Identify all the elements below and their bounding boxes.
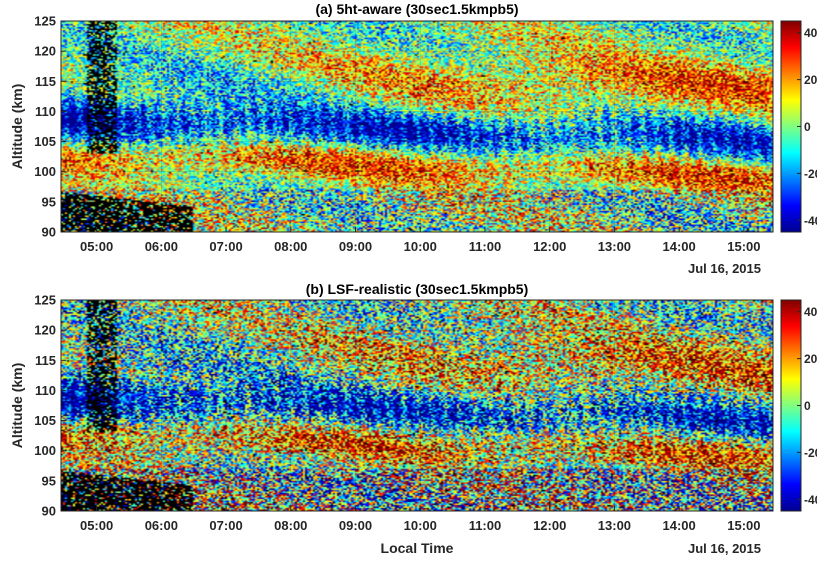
y-tick-label: 105: [34, 413, 56, 428]
colorbar-tick-label: -20: [804, 167, 817, 181]
y-tick-label: 90: [42, 504, 56, 519]
x-tick-label: 11:00: [469, 518, 502, 533]
x-tick-label: 08:00: [274, 239, 307, 254]
x-tick-label: 11:00: [469, 239, 502, 254]
x-tick-label: 12:00: [533, 518, 566, 533]
colorbar-tick-label: 0: [804, 399, 811, 413]
colorbar-tick-label: 0: [804, 120, 811, 134]
x-tick-label: 10:00: [404, 518, 437, 533]
x-tick-label: 14:00: [663, 239, 696, 254]
x-tick-label: 06:00: [145, 239, 178, 254]
x-tick-label: 07:00: [209, 518, 242, 533]
colorbar-tick-label: 40: [804, 26, 817, 40]
y-axis-label: Altitude (km): [9, 363, 25, 449]
y-tick-label: 105: [34, 134, 56, 149]
colorbar-tick-label: -40: [804, 493, 817, 507]
x-tick-label: 14:00: [663, 518, 696, 533]
x-tick-label: 07:00: [209, 239, 242, 254]
panel-a: (a) 5ht-aware (30sec1.5kmpb5) 05:00 06:00 0…: [9, 1, 817, 276]
heatmap-image: [61, 300, 773, 511]
colorbar-tick-label: 20: [804, 352, 817, 366]
x-tick-label: 09:00: [339, 518, 372, 533]
y-tick-label: 90: [42, 225, 56, 240]
heatmap-image: [61, 21, 773, 232]
chart-title: (a) 5ht-aware (30sec1.5kmpb5): [315, 1, 518, 17]
colorbar-tick-label: -20: [804, 446, 817, 460]
x-tick-label: 15:00: [727, 518, 760, 533]
y-tick-label: 95: [42, 194, 56, 209]
y-tick-label: 125: [34, 14, 56, 29]
x-tick-label: 08:00: [274, 518, 307, 533]
y-tick-label: 120: [34, 44, 56, 59]
y-tick-label: 95: [42, 473, 56, 488]
x-tick-label: 06:00: [145, 518, 178, 533]
panel-b: (b) LSF-realistic (30sec1.5kmpb5) 05:00 06…: [9, 281, 817, 556]
y-tick-label: 115: [35, 74, 56, 89]
y-tick-label: 110: [35, 383, 56, 398]
x-tick-label: 05:00: [80, 239, 113, 254]
x-tick-label: 13:00: [598, 518, 631, 533]
date-label: Jul 16, 2015: [688, 261, 761, 276]
y-tick-label: 125: [34, 293, 56, 308]
x-tick-label: 13:00: [598, 239, 631, 254]
chart-title: (b) LSF-realistic (30sec1.5kmpb5): [306, 281, 529, 297]
axes-box: [60, 299, 774, 512]
x-tick-label: 15:00: [727, 239, 760, 254]
y-tick-label: 100: [34, 164, 56, 179]
date-label: Jul 16, 2015: [688, 541, 761, 556]
y-axis-label: Altitude (km): [9, 84, 25, 170]
y-tick-label: 120: [34, 323, 56, 338]
x-axis-label: Local Time: [381, 540, 454, 556]
x-tick-label: 12:00: [533, 239, 566, 254]
y-tick-label: 100: [34, 443, 56, 458]
x-tick-label: 09:00: [339, 239, 372, 254]
colorbar-tick-label: 40: [804, 305, 817, 319]
y-tick-label: 115: [35, 353, 56, 368]
x-tick-label: 10:00: [404, 239, 437, 254]
colorbar-tick-label: 20: [804, 73, 817, 87]
colorbar-tick-label: -40: [804, 214, 817, 228]
axes-box: [60, 20, 774, 233]
x-tick-label: 05:00: [80, 518, 113, 533]
y-tick-label: 110: [35, 104, 56, 119]
